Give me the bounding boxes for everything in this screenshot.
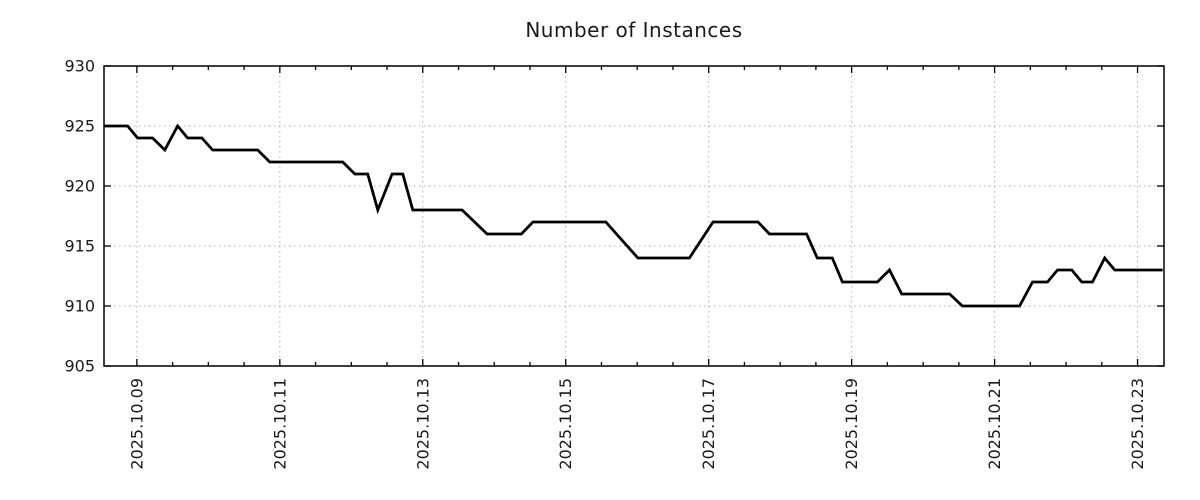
y-tick-label: 925 bbox=[64, 117, 95, 136]
y-tick-label: 915 bbox=[64, 237, 95, 256]
y-tick-label: 910 bbox=[64, 297, 95, 316]
x-tick-label: 2025.10.19 bbox=[842, 378, 861, 470]
plot-border bbox=[103, 65, 1165, 367]
x-tick-label: 2025.10.23 bbox=[1128, 378, 1147, 470]
x-tick-label: 2025.10.21 bbox=[985, 378, 1004, 470]
chart-title: Number of Instances bbox=[525, 18, 743, 42]
axis-ticks bbox=[104, 65, 1164, 367]
x-tick-label: 2025.10.09 bbox=[127, 378, 146, 470]
y-tick-label: 920 bbox=[64, 177, 95, 196]
x-tick-label: 2025.10.15 bbox=[556, 378, 575, 470]
y-tick-label: 905 bbox=[64, 357, 95, 376]
x-tick-label: 2025.10.11 bbox=[270, 378, 289, 470]
y-tick-labels: 905 910 915 920 925 930 bbox=[64, 57, 95, 376]
gridlines bbox=[104, 65, 1164, 367]
series-line-instances bbox=[104, 123, 1163, 308]
y-tick-label: 930 bbox=[64, 57, 95, 76]
x-tick-labels: 2025.10.09 2025.10.11 2025.10.13 2025.10.15… bbox=[127, 378, 1147, 470]
x-tick-label: 2025.10.17 bbox=[699, 378, 718, 470]
x-tick-label: 2025.10.13 bbox=[413, 378, 432, 470]
